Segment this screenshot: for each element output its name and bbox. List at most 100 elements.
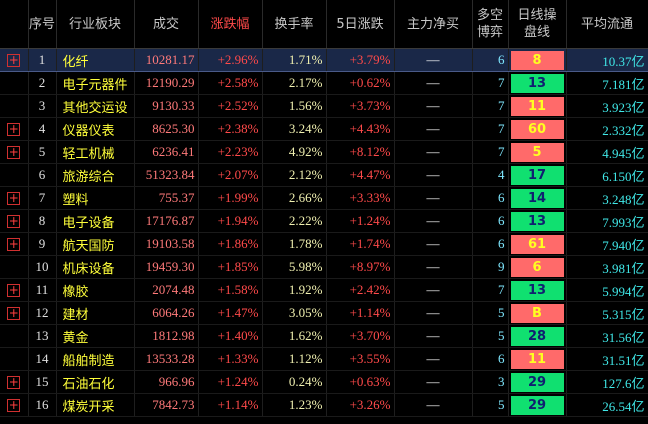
signal-badge: 29 [510,372,564,392]
table-row[interactable]: +5 轻工机械 6236.41 +2.23% 4.92% +8.12% —7 5 4.945亿 [0,140,648,164]
cell: 16 [28,393,57,417]
cell: — [394,393,473,417]
table-row[interactable]: +15 石油石化 966.96 +1.24% 0.24% +0.63% —3 29 127.6亿 [0,370,648,394]
expand-button[interactable]: + [7,375,21,389]
expand-cell: + [0,48,29,72]
cell: 11 [28,278,57,302]
expand-cell: + [0,232,29,256]
cell: 2.332亿 [566,117,648,141]
cell: 1.56% [262,94,327,118]
cell: 7 [472,71,509,95]
cell: 26.54亿 [566,393,648,417]
expand-button[interactable]: + [7,398,21,412]
expand-button[interactable]: + [7,53,21,67]
expand-button[interactable]: + [7,214,21,228]
table-row[interactable]: 10 机床设备 19459.30 +1.85% 5.98% +8.97% —9 6 3.981亿 [0,255,648,279]
expand-cell [0,347,29,371]
signal-badge: 14 [510,188,564,208]
table-row[interactable]: 6 旅游综合 51323.84 +2.07% 2.12% +4.47% —4 17 6.150亿 [0,163,648,187]
table-row[interactable]: 2 电子元器件 12190.29 +2.58% 2.17% +0.62% —7 13 7.181… [0,71,648,95]
cell: +2.38% [198,117,263,141]
cell: 6.150亿 [566,163,648,187]
cell: — [394,232,473,256]
table-row[interactable]: 13 黄金 1812.98 +1.40% 1.62% +3.70% —5 28 31.56亿 [0,324,648,348]
cell: 4.92% [262,140,327,164]
table-row[interactable]: 3 其他交运设 9130.33 +2.52% 1.56% +3.73% —7 11 3.923亿 [0,94,648,118]
expand-cell [0,163,29,187]
table-row[interactable]: +11 橡胶 2074.48 +1.58% 1.92% +2.42% —7 13 5.994亿 [0,278,648,302]
cell: 2.12% [262,163,327,187]
table-row[interactable]: +16 煤炭开采 7842.73 +1.14% 1.23% +3.26% —5 29 26.54… [0,393,648,417]
cell: 7.993亿 [566,209,648,233]
cell: 4 [472,163,509,187]
cell: 机床设备 [56,255,135,279]
signal-badge: 6 [510,257,564,277]
cell: 1.12% [262,347,327,371]
cell: 2074.48 [134,278,199,302]
cell: 3.981亿 [566,255,648,279]
cell: — [394,370,473,394]
expand-button[interactable]: + [7,283,21,297]
signal-badge: 13 [510,211,564,231]
cell: 3.05% [262,301,327,325]
cell: B [508,301,567,325]
table-row[interactable]: +4 仪器仪表 8625.30 +2.38% 3.24% +4.43% —7 60 2.332亿 [0,117,648,141]
cell: 7 [472,117,509,141]
cell: — [394,140,473,164]
cell: 6 [472,209,509,233]
table-row[interactable]: +12 建材 6064.26 +1.47% 3.05% +1.14% —5 B 5.315亿 [0,301,648,325]
cell: — [394,209,473,233]
cell: 5.315亿 [566,301,648,325]
cell: — [394,48,473,72]
column-header: 平均流通 [566,0,648,49]
table-row[interactable]: 14 船舶制造 13533.28 +1.33% 1.12% +3.55% —6 11 31.51… [0,347,648,371]
table-row[interactable]: +8 电子设备 17176.87 +1.94% 2.22% +1.24% —6 13 7.993… [0,209,648,233]
expand-cell [0,324,29,348]
expand-button[interactable]: + [7,145,21,159]
cell: 2.22% [262,209,327,233]
column-header: 5日涨跌 [326,0,395,49]
expand-button[interactable]: + [7,122,21,136]
signal-badge: 17 [510,165,564,185]
cell: 6 [508,255,567,279]
cell: 12190.29 [134,71,199,95]
cell: 橡胶 [56,278,135,302]
signal-badge: 11 [510,96,564,116]
cell: 19103.58 [134,232,199,256]
table-row[interactable]: +1 化纤 10281.17 +2.96% 1.71% +3.79% —6 8 10.37亿 [0,48,648,72]
cell: 17176.87 [134,209,199,233]
cell: 航天国防 [56,232,135,256]
cell: 13 [28,324,57,348]
table-row[interactable]: +9 航天国防 19103.58 +1.86% 1.78% +1.74% —6 61 7.940… [0,232,648,256]
cell: 2 [28,71,57,95]
cell: 3.923亿 [566,94,648,118]
cell: 8 [28,209,57,233]
cell: 4 [28,117,57,141]
column-header: 成交 [134,0,199,49]
cell: 9 [472,255,509,279]
cell: 黄金 [56,324,135,348]
cell: 1.78% [262,232,327,256]
expand-cell: + [0,370,29,394]
cell: 10 [28,255,57,279]
cell: 船舶制造 [56,347,135,371]
cell: 6 [472,347,509,371]
cell: +3.26% [326,393,395,417]
expand-button[interactable]: + [7,237,21,251]
cell: — [394,117,473,141]
cell: 7 [472,278,509,302]
cell: +1.47% [198,301,263,325]
cell: 电子元器件 [56,71,135,95]
cell: 12 [28,301,57,325]
cell: +4.43% [326,117,395,141]
expand-button[interactable]: + [7,191,21,205]
table-row[interactable]: +7 塑料 755.37 +1.99% 2.66% +3.33% —6 14 3.248亿 [0,186,648,210]
cell: 5 [28,140,57,164]
cell: 4.945亿 [566,140,648,164]
cell: 31.51亿 [566,347,648,371]
column-header: 多空 博弈 [472,0,509,49]
expand-button[interactable]: + [7,306,21,320]
expand-cell: + [0,393,29,417]
column-header: 换手率 [262,0,327,49]
cell: 61 [508,232,567,256]
